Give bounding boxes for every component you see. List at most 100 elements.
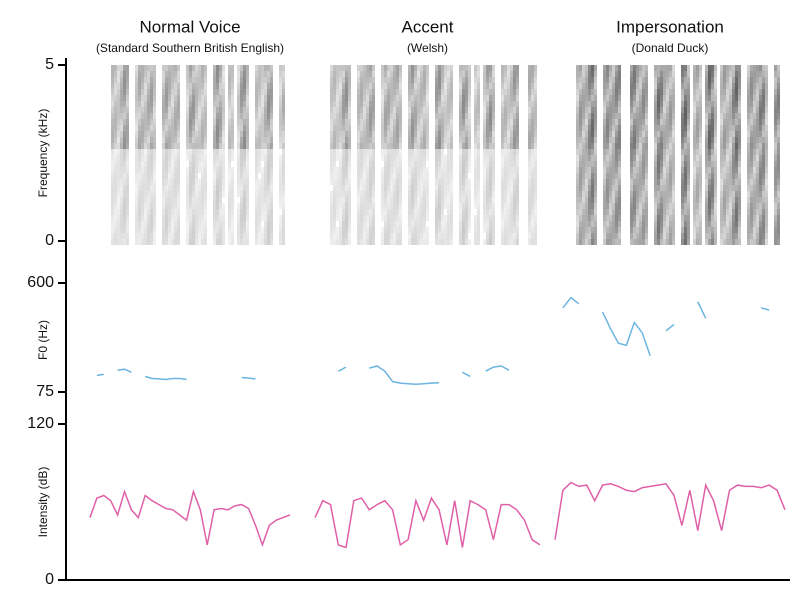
spectrogram-cell xyxy=(660,113,663,119)
spectrogram-cell xyxy=(486,155,489,161)
spectrogram-cell xyxy=(342,119,345,125)
spectrogram-cell xyxy=(504,179,507,185)
spectrogram-cell xyxy=(591,137,594,143)
spectrogram-cell xyxy=(642,65,645,71)
spectrogram-cell xyxy=(153,95,156,101)
spectrogram-cell xyxy=(594,239,597,245)
spectrogram-cell xyxy=(657,71,660,77)
spectrogram-cell xyxy=(606,215,609,221)
spectrogram-cell xyxy=(246,107,249,113)
spectrogram-cell xyxy=(687,239,690,245)
spectrogram-cell xyxy=(228,179,231,185)
spectrogram-cell xyxy=(492,137,495,143)
spectrogram-cell xyxy=(750,125,753,131)
spectrogram-cell xyxy=(489,155,492,161)
spectrogram-cell xyxy=(777,149,780,155)
spectrogram-cell xyxy=(516,227,519,233)
spectrogram-cell xyxy=(765,113,768,119)
spectrogram-cell xyxy=(198,107,201,113)
spectrogram-cell xyxy=(447,131,450,137)
spectrogram-cell xyxy=(444,125,447,131)
spectrogram-cell xyxy=(657,131,660,137)
spectrogram-cell xyxy=(642,191,645,197)
spectrogram-cell xyxy=(261,191,264,197)
spectrogram-cell xyxy=(201,83,204,89)
spectrogram-cell xyxy=(642,119,645,125)
spectrogram-cell xyxy=(753,167,756,173)
spectrogram-cell xyxy=(729,107,732,113)
spectrogram-cell xyxy=(162,209,165,215)
spectrogram-cell xyxy=(219,191,222,197)
spectrogram-cell xyxy=(393,131,396,137)
spectrogram-cell xyxy=(618,191,621,197)
spectrogram-cell xyxy=(528,185,531,191)
spectrogram-cell xyxy=(732,119,735,125)
spectrogram-cell xyxy=(714,233,717,239)
spectrogram-cell xyxy=(408,95,411,101)
spectrogram-cell xyxy=(588,149,591,155)
spectrogram-cell xyxy=(177,77,180,83)
spectrogram-cell xyxy=(450,107,453,113)
spectrogram-cell xyxy=(705,215,708,221)
spectrogram-cell xyxy=(507,119,510,125)
spectrogram-cell xyxy=(609,83,612,89)
spectrogram-cell xyxy=(516,143,519,149)
spectrogram-cell xyxy=(168,233,171,239)
spectrogram-cell xyxy=(681,113,684,119)
spectrogram-cell xyxy=(126,113,129,119)
spectrogram-cell xyxy=(339,191,342,197)
spectrogram-cell xyxy=(513,107,516,113)
spectrogram-cell xyxy=(267,95,270,101)
spectrogram-cell xyxy=(393,71,396,77)
spectrogram-cell xyxy=(360,137,363,143)
spectrogram-cell xyxy=(435,215,438,221)
spectrogram-cell xyxy=(636,137,639,143)
spectrogram-cell xyxy=(711,119,714,125)
spectrogram-cell xyxy=(510,95,513,101)
spectrogram-cell xyxy=(672,149,675,155)
spectrogram-cell xyxy=(447,155,450,161)
spectrogram-cell xyxy=(279,161,282,167)
spectrogram-cell xyxy=(591,89,594,95)
spectrogram-cell xyxy=(162,125,165,131)
spectrogram-cell xyxy=(144,95,147,101)
spectrogram-cell xyxy=(342,209,345,215)
spectrogram-cell xyxy=(114,149,117,155)
spectrogram-cell xyxy=(261,107,264,113)
spectrogram-cell xyxy=(714,173,717,179)
spectrogram-cell xyxy=(126,65,129,71)
spectrogram-cell xyxy=(162,215,165,221)
spectrogram-cell xyxy=(774,149,777,155)
spectrogram-cell xyxy=(699,101,702,107)
spectrogram-cell xyxy=(222,89,225,95)
spectrogram-cell xyxy=(711,113,714,119)
spectrogram-cell xyxy=(282,113,285,119)
spectrogram-cell xyxy=(618,203,621,209)
spectrogram-cell xyxy=(171,125,174,131)
spectrogram-cell xyxy=(723,239,726,245)
spectrogram-cell xyxy=(618,125,621,131)
spectrogram-cell xyxy=(366,233,369,239)
spectrogram-cell xyxy=(258,107,261,113)
spectrogram-cell xyxy=(114,143,117,149)
spectrogram-cell xyxy=(447,143,450,149)
spectrogram-cell xyxy=(282,215,285,221)
spectrogram-cell xyxy=(177,221,180,227)
spectrogram-cell xyxy=(204,89,207,95)
spectrogram-cell xyxy=(591,191,594,197)
spectrogram-cell xyxy=(261,167,264,173)
spectrogram-cell xyxy=(705,149,708,155)
spectrogram-cell xyxy=(474,119,477,125)
spectrogram-cell xyxy=(213,179,216,185)
spectrogram-cell xyxy=(417,143,420,149)
spectrogram-cell xyxy=(486,119,489,125)
spectrogram-cell xyxy=(534,191,537,197)
spectrogram-cell xyxy=(723,227,726,233)
spectrogram-cell xyxy=(360,197,363,203)
spectrogram-cell xyxy=(654,119,657,125)
spectrogram-cell xyxy=(681,233,684,239)
spectrogram-cell xyxy=(513,161,516,167)
spectrogram-cell xyxy=(222,131,225,137)
spectrogram-cell xyxy=(504,101,507,107)
spectrogram-cell xyxy=(153,113,156,119)
